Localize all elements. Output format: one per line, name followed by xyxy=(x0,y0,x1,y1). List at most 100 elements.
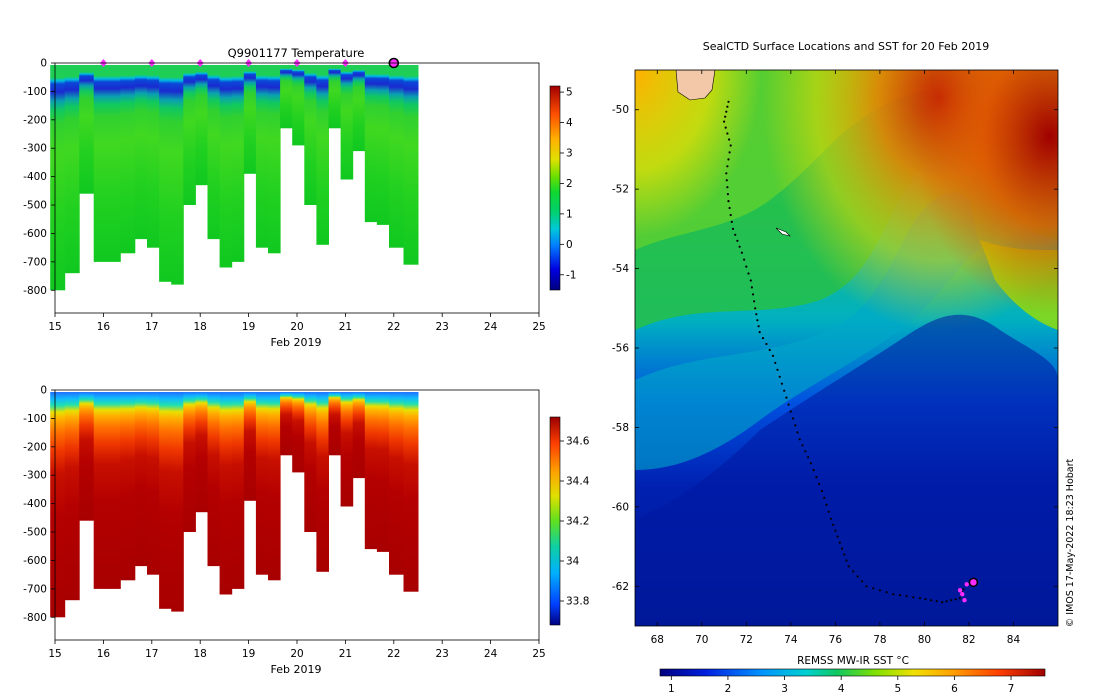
sst-colorbar-ticks: 1 2 3 4 5 6 7 xyxy=(668,676,1014,695)
x-tick-label: 22 xyxy=(387,648,400,660)
track-point xyxy=(768,348,771,352)
recent-position xyxy=(964,582,969,587)
track-point xyxy=(898,594,902,597)
profile-column xyxy=(93,392,109,589)
colorbar-tick-label: 3 xyxy=(566,147,573,159)
track-point xyxy=(924,598,927,601)
track-point xyxy=(832,523,835,526)
track-point xyxy=(785,396,788,399)
profile-column xyxy=(231,65,245,262)
profile-column xyxy=(120,65,136,254)
profile-column xyxy=(134,65,148,240)
track-point xyxy=(783,389,786,392)
track-point xyxy=(724,126,727,129)
sst-colorbar-tick-label: 1 xyxy=(668,683,675,695)
track-point xyxy=(827,510,830,513)
recent-position xyxy=(962,597,967,603)
recent-positions xyxy=(957,577,979,603)
track-point xyxy=(885,591,888,594)
profile-column xyxy=(403,392,419,592)
colorbar-tick-label: 1 xyxy=(566,208,573,220)
map-y-tick-label: -52 xyxy=(612,184,629,196)
temperature-colorbar-ticks: 5 4 3 2 1 0 -1 xyxy=(560,87,576,281)
track-point xyxy=(729,144,732,147)
y-tick-label: -700 xyxy=(23,583,47,595)
map-x-tick-label: 84 xyxy=(1007,634,1021,646)
track-point xyxy=(776,368,779,371)
track-point xyxy=(836,535,839,538)
x-tick-label: 21 xyxy=(339,648,352,660)
sst-map-panel: SealCTD Surface Locations and SST for 20… xyxy=(612,40,1076,695)
x-tick-label: 17 xyxy=(145,321,158,333)
track-point xyxy=(852,570,855,573)
y-tick-label: -300 xyxy=(23,470,47,482)
map-x-tick-label: 80 xyxy=(918,634,931,646)
colorbar-tick-label: 4 xyxy=(566,117,573,129)
track-point xyxy=(804,450,807,453)
y-tick-label: -500 xyxy=(23,200,47,212)
profile-column xyxy=(280,392,293,456)
track-point xyxy=(878,589,882,592)
y-tick-label: -500 xyxy=(23,527,47,539)
track-point xyxy=(825,503,828,506)
track-point xyxy=(941,601,944,604)
track-point xyxy=(765,342,768,346)
track-point xyxy=(872,587,875,590)
profile-column xyxy=(108,392,121,589)
y-tick-label: -200 xyxy=(23,114,47,126)
track-point xyxy=(834,529,837,532)
profile-column xyxy=(255,65,269,248)
y-tick-label: -200 xyxy=(23,441,47,453)
track-point xyxy=(726,105,729,108)
track-point xyxy=(958,597,962,600)
island xyxy=(775,227,791,237)
map-x-tick-label: 82 xyxy=(962,634,975,646)
track-point xyxy=(750,286,754,289)
profile-column xyxy=(195,392,208,513)
y-tick-label: -600 xyxy=(23,555,47,567)
track-point xyxy=(771,354,775,357)
x-tick-label: 20 xyxy=(290,321,303,333)
track-point xyxy=(818,482,821,486)
temperature-panel: Q9901177 Temperature 15 16 17 18 19 20 21 22 23 2… xyxy=(23,46,576,349)
x-tick-label: 22 xyxy=(387,321,400,333)
track-point xyxy=(809,462,813,465)
profile-column xyxy=(171,392,184,612)
profile-column xyxy=(376,392,390,552)
profile-column xyxy=(79,65,95,194)
track-point xyxy=(807,456,810,459)
profile-column xyxy=(328,392,342,456)
sst-deep-blue xyxy=(635,314,1058,626)
track-point xyxy=(865,585,868,588)
colorbar-tick-label: 33.8 xyxy=(566,596,589,608)
x-tick-label: 19 xyxy=(242,648,255,660)
track-point xyxy=(725,179,728,182)
profile-column xyxy=(316,392,329,572)
map-y-tick-label: -58 xyxy=(612,422,629,434)
profile-column xyxy=(403,65,419,265)
profile-column xyxy=(292,392,305,473)
temperature-x-axis: 15 16 17 18 19 20 21 22 23 24 25 xyxy=(48,313,546,333)
profile-column xyxy=(219,65,233,268)
profile-column xyxy=(93,65,109,262)
track-point xyxy=(726,193,730,196)
colorbar-tick-label: 34.2 xyxy=(566,516,589,528)
track-point xyxy=(761,337,765,340)
x-tick-label: 24 xyxy=(484,321,498,333)
temperature-xlabel: Feb 2019 xyxy=(271,336,322,349)
track-point xyxy=(736,239,739,242)
track-point xyxy=(838,541,841,544)
track-point xyxy=(840,547,844,550)
track-point xyxy=(756,319,759,322)
map-longitude-axis: 68 70 72 74 76 78 80 82 84 xyxy=(651,70,1021,646)
track-point xyxy=(725,110,728,113)
track-point xyxy=(758,331,761,334)
colorbar-tick-label: 34.6 xyxy=(566,436,590,448)
salinity-colorbar xyxy=(549,416,561,626)
map-title: SealCTD Surface Locations and SST for 20… xyxy=(703,40,990,53)
track-point xyxy=(787,403,790,406)
map-x-tick-label: 74 xyxy=(784,634,798,646)
track-point xyxy=(778,375,781,378)
x-tick-label: 24 xyxy=(484,648,498,660)
y-tick-label: 0 xyxy=(40,58,47,70)
